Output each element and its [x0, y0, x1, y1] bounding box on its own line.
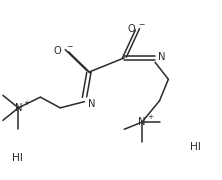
Text: N: N	[15, 103, 22, 113]
Text: N: N	[88, 99, 95, 109]
Text: −: −	[66, 42, 72, 51]
Text: −: −	[139, 20, 145, 29]
Text: O: O	[54, 46, 61, 56]
Text: +: +	[147, 114, 153, 120]
Text: HI: HI	[12, 153, 23, 163]
Text: N: N	[159, 52, 166, 62]
Text: O: O	[127, 24, 135, 34]
Text: +: +	[23, 100, 29, 105]
Text: HI: HI	[190, 142, 201, 152]
Text: N: N	[138, 117, 146, 127]
